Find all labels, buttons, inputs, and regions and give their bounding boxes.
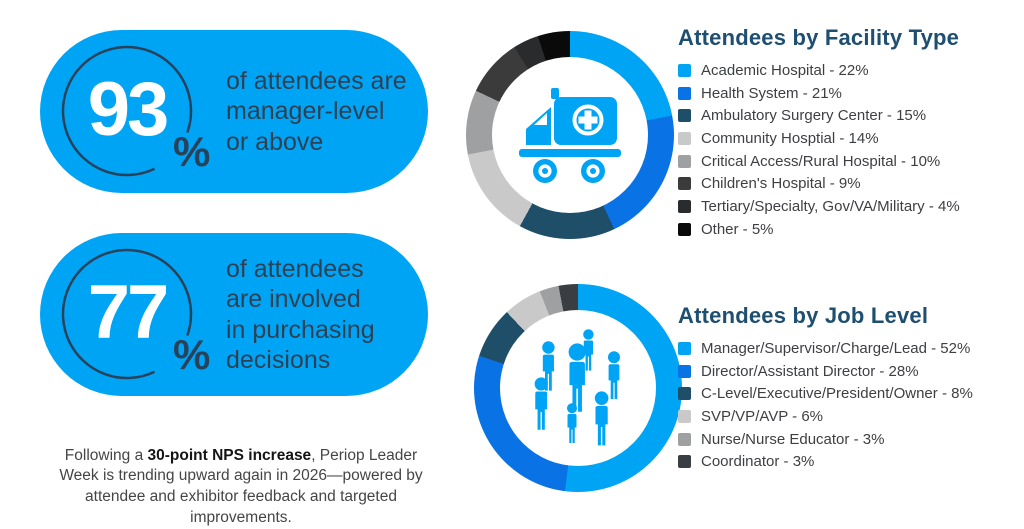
- stat-description: of attendees are manager-level or above: [226, 66, 407, 156]
- stat-circle-outline: [61, 45, 193, 177]
- legend-swatch: [678, 131, 691, 145]
- legend-label: Community Hosptial - 14%: [701, 129, 879, 147]
- legend-row: Academic Hospital - 22%: [678, 59, 1024, 82]
- stat-value: 77: [87, 269, 170, 355]
- legend-row: Health System - 21%: [678, 82, 1024, 105]
- legend-row: Director/Assistant Director - 28%: [678, 360, 1024, 383]
- stat-circle: 93: [61, 45, 193, 177]
- donut-hole: [492, 57, 648, 213]
- ambulance-icon: [519, 88, 621, 183]
- stat-value: 93: [87, 66, 170, 152]
- legend-swatch: [678, 364, 691, 378]
- donut-chart-facility-type: [466, 31, 674, 239]
- legend-swatch: [678, 154, 691, 168]
- legend-swatch: [678, 199, 691, 213]
- legend-label: Manager/Supervisor/Charge/Lead - 52%: [701, 339, 971, 357]
- legend-row: Ambulatory Surgery Center - 15%: [678, 104, 1024, 127]
- legend-swatch: [678, 432, 691, 446]
- legend-row: Nurse/Nurse Educator - 3%: [678, 428, 1024, 451]
- legend-row: Other - 5%: [678, 218, 1024, 241]
- legend-row: Coordinator - 3%: [678, 450, 1024, 473]
- legend-swatch: [678, 109, 691, 123]
- legend-label: Children's Hospital - 9%: [701, 175, 861, 193]
- legend-rows: Academic Hospital - 22% Health System - 2…: [678, 59, 1024, 241]
- legend-row: Tertiary/Specialty, Gov/VA/Military - 4%: [678, 195, 1024, 218]
- legend-label: Other - 5%: [701, 220, 774, 238]
- legend-swatch: [678, 86, 691, 100]
- stat-circle-outline: [61, 248, 193, 380]
- footer-note: Following a 30-point NPS increase, Perio…: [45, 446, 437, 529]
- legend-label: SVP/VP/AVP - 6%: [701, 407, 823, 425]
- legend-rows: Manager/Supervisor/Charge/Lead - 52% Dire…: [678, 337, 1024, 473]
- legend-row: C-Level/Executive/President/Owner - 8%: [678, 382, 1024, 405]
- stat-circle: 77: [61, 248, 193, 380]
- stat-description: of attendees are involved in purchasing …: [226, 254, 375, 375]
- legend-label: Academic Hospital - 22%: [701, 61, 869, 79]
- footer-prefix: Following a: [64, 446, 148, 464]
- legend-swatch: [678, 177, 691, 191]
- legend-label: Coordinator - 3%: [701, 453, 815, 471]
- chart-title-job-level: Attendees by Job Level: [678, 303, 929, 328]
- footer-bold-highlight: 30-point NPS increase: [147, 446, 312, 464]
- stat-percent-sign: %: [173, 128, 211, 175]
- chart-title-facility-type: Attendees by Facility Type: [678, 25, 960, 50]
- legend-label: Nurse/Nurse Educator - 3%: [701, 430, 885, 448]
- legend-row: Community Hosptial - 14%: [678, 127, 1024, 150]
- people-group-icon: [534, 329, 620, 446]
- legend-swatch: [678, 387, 691, 401]
- legend-label: Critical Access/Rural Hospital - 10%: [701, 152, 941, 170]
- legend-label: Tertiary/Specialty, Gov/VA/Military - 4%: [701, 197, 960, 215]
- stat-pill-purchasing: 77 % of attendees are involved in purcha…: [40, 233, 428, 396]
- legend-swatch: [678, 222, 691, 236]
- stat-pill-manager-level: 93 % of attendees are manager-level or a…: [40, 30, 428, 193]
- legend-label: Health System - 21%: [701, 84, 842, 102]
- stat-percent-sign: %: [173, 331, 211, 378]
- donut-hole: [500, 310, 656, 466]
- legend-row: SVP/VP/AVP - 6%: [678, 405, 1024, 428]
- legend-job-level: Attendees by Job Level Manager/Superviso…: [678, 303, 1024, 473]
- legend-label: Ambulatory Surgery Center - 15%: [701, 107, 927, 125]
- legend-swatch: [678, 455, 691, 469]
- legend-row: Children's Hospital - 9%: [678, 172, 1024, 195]
- legend-swatch: [678, 63, 691, 77]
- legend-row: Critical Access/Rural Hospital - 10%: [678, 150, 1024, 173]
- donut-chart-job-level: [474, 284, 682, 492]
- legend-label: Director/Assistant Director - 28%: [701, 362, 919, 380]
- legend-row: Manager/Supervisor/Charge/Lead - 52%: [678, 337, 1024, 360]
- legend-facility-type: Attendees by Facility Type Academic Hosp…: [678, 25, 1024, 241]
- legend-label: C-Level/Executive/President/Owner - 8%: [701, 385, 973, 403]
- legend-swatch: [678, 341, 691, 355]
- legend-swatch: [678, 409, 691, 423]
